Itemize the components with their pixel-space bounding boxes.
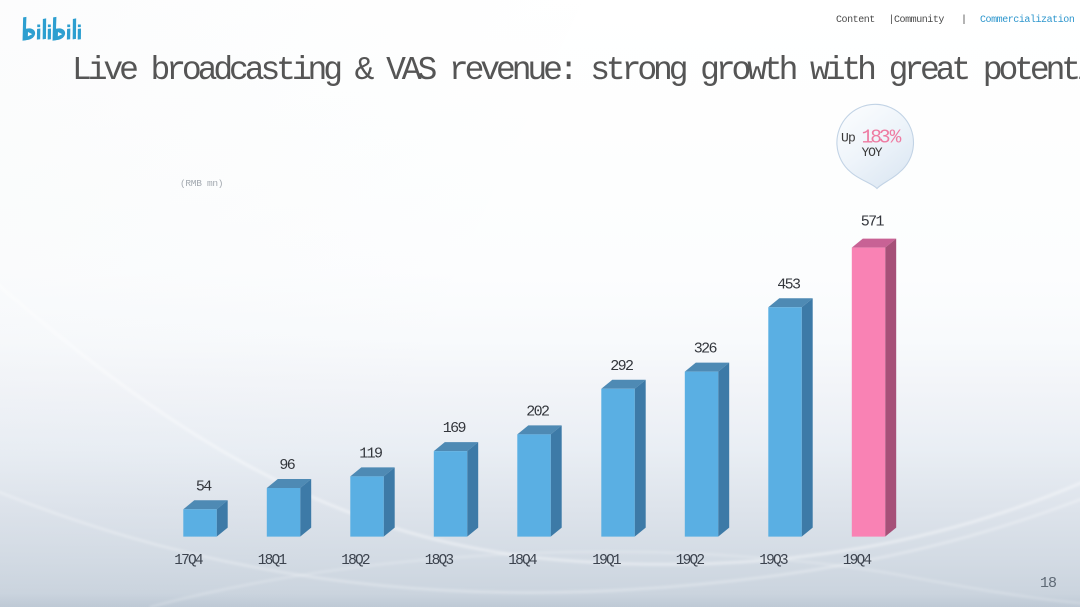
svg-text:YOY: YOY [862,145,883,160]
svg-text:169: 169 [443,420,466,437]
svg-text:96: 96 [279,457,295,474]
svg-text:18Q4: 18Q4 [508,553,537,569]
svg-text:292: 292 [610,358,633,375]
svg-text:571: 571 [861,214,885,231]
svg-text:19Q4: 19Q4 [843,553,872,569]
svg-text:19Q2: 19Q2 [676,553,705,569]
svg-text:18Q3: 18Q3 [425,553,454,569]
svg-text:19Q3: 19Q3 [759,553,788,569]
svg-text:326: 326 [694,341,718,358]
svg-text:202: 202 [526,403,549,420]
svg-text:19Q1: 19Q1 [592,553,621,569]
svg-text:Up: Up [841,131,855,146]
svg-text:453: 453 [777,276,801,293]
svg-text:119: 119 [359,445,382,462]
svg-text:18Q2: 18Q2 [341,553,370,569]
svg-text:17Q4: 17Q4 [174,553,203,569]
svg-text:54: 54 [196,478,212,495]
svg-text:18Q1: 18Q1 [258,553,287,569]
